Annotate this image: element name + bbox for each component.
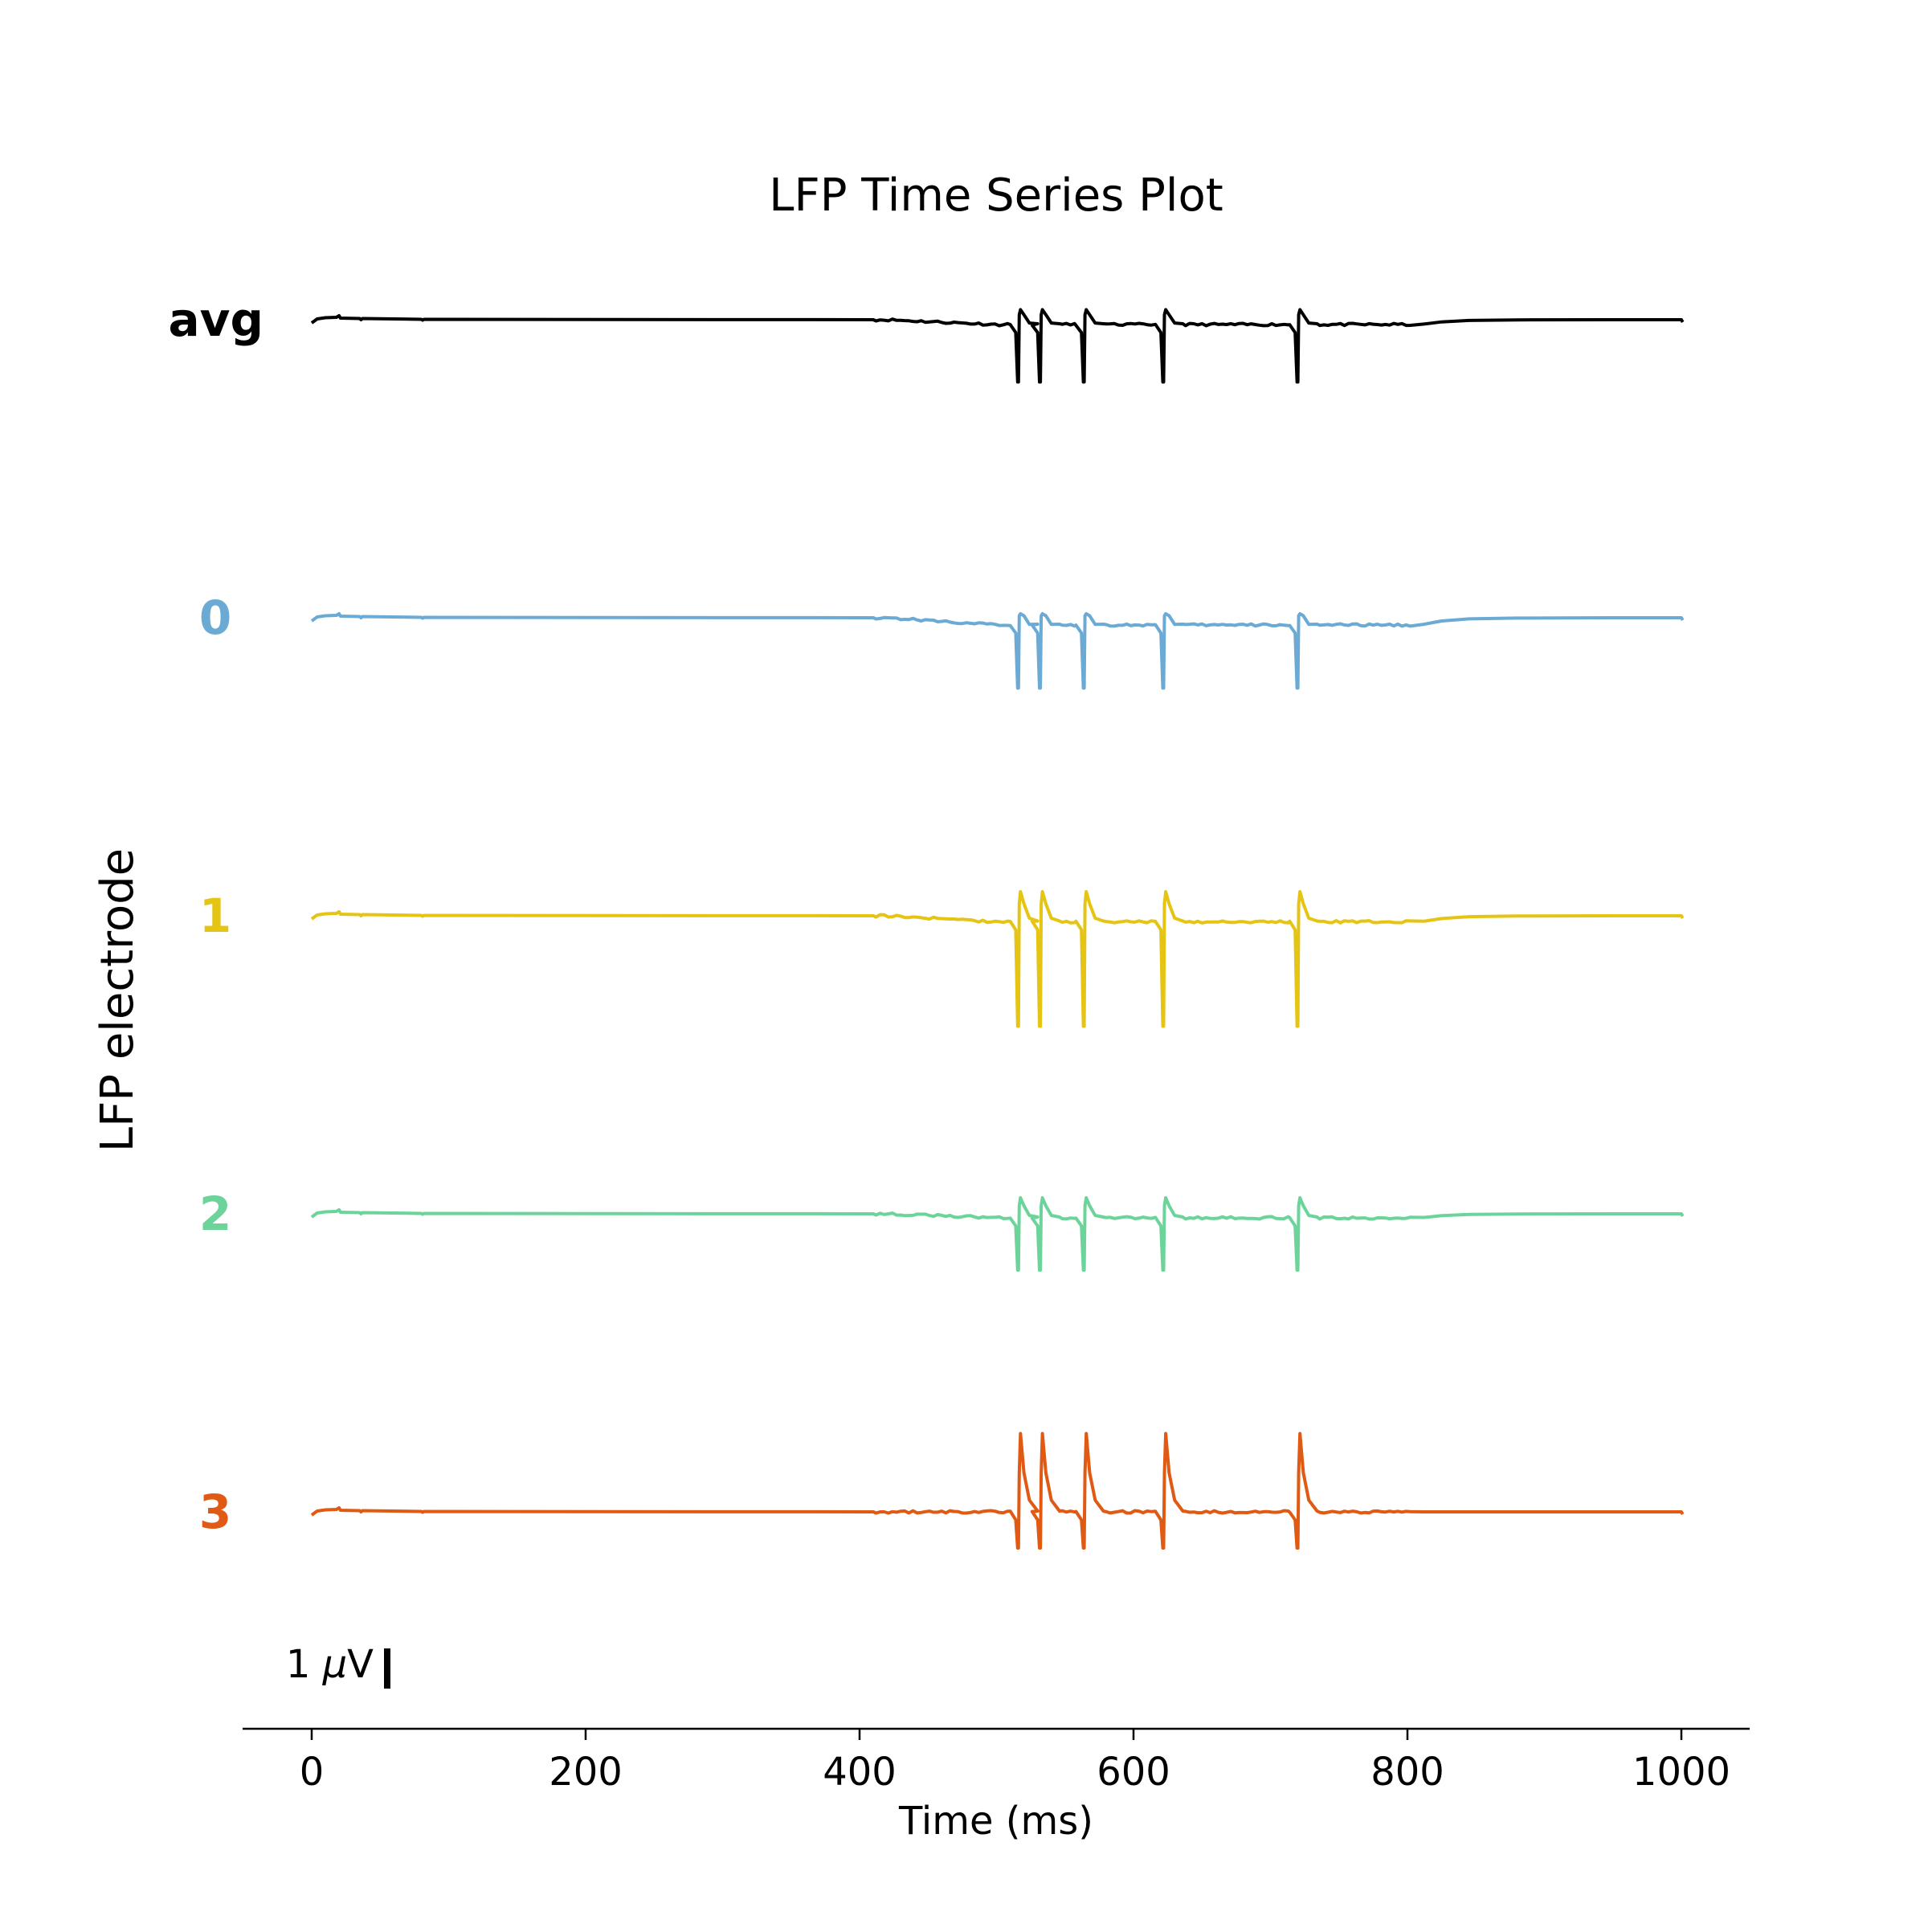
scale-bar-symbol: μ [322,1642,348,1687]
trace-2 [310,1196,1685,1272]
scale-bar: 1 μV [286,1642,390,1689]
x-tick-label: 400 [823,1750,897,1795]
scale-bar-label: 1 μV [286,1642,374,1687]
x-tick-label: 0 [300,1750,325,1795]
chart-title: LFP Time Series Plot [769,170,1223,222]
scale-bar-number: 1 [286,1642,323,1687]
channel-label-0: 0 [199,590,231,645]
x-tick-label: 200 [549,1750,623,1795]
y-axis-label: LFP electrode [92,848,144,1152]
x-tick-label: 800 [1370,1750,1444,1795]
trace-avg [310,308,1685,384]
x-tick-label: 600 [1097,1750,1170,1795]
channel-label-3: 3 [199,1485,231,1539]
channel-labels: avg 0 1 2 3 [169,292,263,1539]
trace-3 [310,1432,1685,1550]
x-axis-label: Time (ms) [898,1799,1093,1844]
traces [310,308,1685,1550]
x-tick-label: 1000 [1632,1750,1730,1795]
x-ticks: 0 200 400 600 800 1000 [300,1729,1730,1795]
trace-1 [310,890,1685,1028]
scale-bar-unit: V [347,1642,374,1687]
channel-label-avg: avg [169,292,263,347]
trace-0 [310,612,1685,690]
channel-label-1: 1 [199,888,231,943]
channel-label-2: 2 [199,1187,231,1241]
